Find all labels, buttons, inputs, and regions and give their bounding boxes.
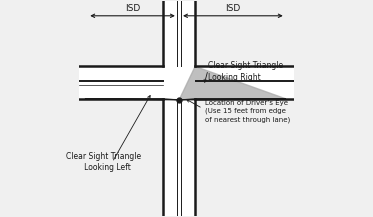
- Polygon shape: [179, 99, 286, 100]
- Text: ISD: ISD: [125, 3, 141, 13]
- Bar: [163, 1, 195, 216]
- Text: ISD: ISD: [225, 3, 240, 13]
- Bar: [163, 66, 195, 99]
- Polygon shape: [179, 66, 286, 100]
- Text: Location of Driver’s Eye
(Use 15 feet from edge
of nearest through lane): Location of Driver’s Eye (Use 15 feet fr…: [205, 100, 290, 123]
- Bar: [79, 66, 294, 99]
- Text: Clear Sight Triangle
Looking Right: Clear Sight Triangle Looking Right: [208, 61, 283, 82]
- Text: Clear Sight Triangle
   Looking Left: Clear Sight Triangle Looking Left: [66, 152, 141, 173]
- Polygon shape: [85, 99, 179, 100]
